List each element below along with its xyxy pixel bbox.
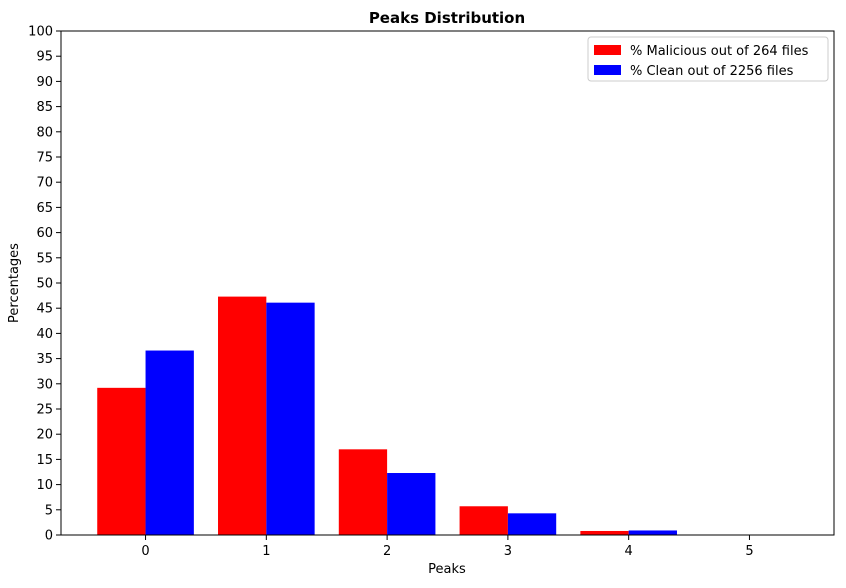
bar-malicious-4 [580, 530, 629, 535]
y-tick-label: 30 [36, 377, 53, 392]
y-tick-label: 20 [36, 428, 53, 443]
bar-clean-2 [387, 473, 436, 535]
y-tick-label: 0 [45, 529, 53, 544]
y-ticks-group: 0 5 10 15 20 25 30 35 40 45 50 55 60 65 70 75 80 85 90 95 10… [28, 25, 61, 544]
y-tick-label: 85 [36, 100, 53, 115]
bar-clean-3 [507, 513, 557, 535]
bar-clean-1 [266, 302, 315, 535]
x-tick-label: 4 [625, 544, 633, 559]
y-tick-label: 45 [36, 302, 53, 317]
y-axis-label: Percentages [7, 243, 22, 323]
y-tick-label: 80 [36, 125, 53, 140]
y-tick-label: 65 [36, 201, 53, 216]
x-ticks-group: 0 1 2 3 4 5 [141, 535, 754, 559]
y-tick-label: 50 [36, 277, 53, 292]
legend: % Malicious out of 264 files % Clean out … [587, 36, 829, 82]
x-tick-label: 2 [383, 544, 391, 559]
bar-malicious-2 [338, 449, 388, 535]
y-tick-label: 70 [36, 176, 53, 191]
y-tick-label: 5 [45, 503, 53, 518]
y-tick-label: 35 [36, 352, 53, 367]
y-tick-label: 25 [36, 403, 53, 418]
bar-malicious-0 [97, 387, 146, 535]
y-tick-label: 90 [36, 75, 53, 90]
chart-title: Peaks Distribution [369, 9, 525, 27]
y-tick-label: 10 [36, 478, 53, 493]
y-tick-label: 15 [36, 453, 53, 468]
bar-clean-4 [628, 530, 677, 535]
legend-box [587, 36, 829, 82]
x-tick-label: 1 [262, 544, 270, 559]
legend-label-clean: % Clean out of 2256 files [630, 64, 794, 79]
legend-label-malicious: % Malicious out of 264 files [630, 44, 809, 59]
y-tick-label: 40 [36, 327, 53, 342]
bar-malicious-1 [218, 296, 267, 535]
x-tick-label: 5 [745, 544, 753, 559]
x-tick-label: 3 [504, 544, 512, 559]
x-axis-label: Peaks [428, 562, 466, 577]
bar-clean-0 [145, 350, 194, 535]
y-tick-label: 100 [28, 25, 53, 40]
x-tick-label: 0 [141, 544, 149, 559]
y-tick-label: 95 [36, 50, 53, 65]
bars-group [97, 296, 677, 535]
plot-frame [60, 30, 835, 536]
y-tick-label: 75 [36, 151, 53, 166]
bar-malicious-3 [459, 506, 508, 535]
legend-swatch-clean [594, 65, 621, 75]
y-tick-label: 60 [36, 226, 53, 241]
y-tick-label: 55 [36, 251, 53, 266]
legend-swatch-malicious [594, 45, 621, 55]
